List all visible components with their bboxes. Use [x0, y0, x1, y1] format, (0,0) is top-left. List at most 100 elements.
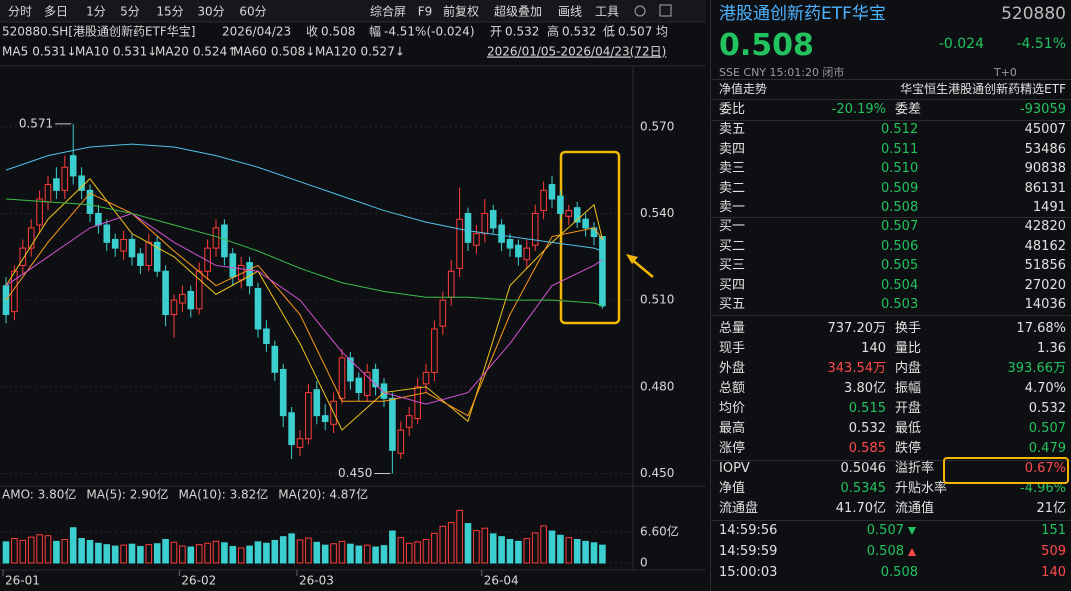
- info-value: -4.51%(-0.024): [384, 25, 475, 39]
- y-tick-label: 0.540: [640, 206, 674, 220]
- ratio-label: 委比: [719, 102, 746, 117]
- period-tab[interactable]: 5分: [120, 5, 140, 19]
- ma-line: [5, 143, 603, 252]
- candle-body: [61, 166, 69, 191]
- window-icon[interactable]: [659, 4, 672, 17]
- date: 2026/04/23: [222, 25, 291, 39]
- tool-button[interactable]: 前复权: [443, 4, 479, 19]
- tool-button[interactable]: 超级叠加: [494, 4, 542, 19]
- stat-value: 3.80亿: [844, 381, 886, 396]
- sep: [711, 99, 1071, 100]
- stat-value: 21亿: [1036, 501, 1066, 516]
- period-tab[interactable]: 60分: [239, 5, 266, 19]
- info-value: 0.508: [321, 25, 355, 39]
- tool-button[interactable]: 工具: [595, 5, 619, 19]
- quote-panel: 港股通创新药ETF华宝 520880 0.508 -0.024 -4.51% SSE CN…: [710, 0, 1071, 591]
- volume-bar: [540, 525, 547, 564]
- candle-body: [439, 299, 447, 327]
- x-tick-label: 26-01: [5, 574, 40, 588]
- book-volume: 1491: [1032, 200, 1066, 215]
- volume-bar: [422, 538, 430, 564]
- settings-icon[interactable]: [634, 5, 646, 17]
- stat-value: 17.68%: [1016, 321, 1066, 336]
- volume-bar: [254, 541, 262, 564]
- stat-value: 0.507: [1028, 421, 1066, 436]
- legend-value: 0.527↓: [360, 45, 404, 59]
- candle-body: [321, 415, 329, 422]
- tool-button[interactable]: 综合屏: [370, 4, 406, 19]
- volume-bar: [355, 545, 363, 564]
- diff-label: 委差: [895, 102, 922, 117]
- book-price: 0.503: [881, 297, 919, 312]
- period-tab[interactable]: 多日: [44, 5, 68, 19]
- fund-name: 华宝恒生港股通创新药精选ETF: [900, 82, 1066, 96]
- trade-volume: 140: [1041, 565, 1066, 580]
- book-price: 0.504: [881, 277, 919, 293]
- tool-button[interactable]: 画线: [558, 5, 582, 19]
- info-label: 幅: [369, 24, 381, 39]
- kline-chart: 分时 多日 1分 5分 15分 30分 60分 综合屏 F9 前复权 超级叠加 画线 工具 520880.…: [0, 3, 706, 588]
- candle-body: [397, 429, 405, 454]
- stat-label: 开盘: [895, 401, 922, 416]
- period-tab[interactable]: 15分: [156, 5, 183, 19]
- ratio-value: -20.19%: [831, 102, 886, 117]
- volume-header: MA(20): 4.87亿: [278, 487, 368, 502]
- volume-bar: [246, 545, 253, 564]
- candle-body: [246, 262, 253, 287]
- y-tick-label: 6.60亿: [640, 523, 679, 538]
- volume-bar: [321, 544, 329, 564]
- volume-bar: [456, 509, 463, 564]
- candle-body: [473, 233, 480, 246]
- ma-line: [5, 198, 603, 307]
- y-tick-label: 0.450: [640, 466, 674, 480]
- info-value: 0.532: [505, 25, 539, 39]
- volume-bar: [103, 544, 111, 564]
- period-tab[interactable]: 分时: [8, 5, 32, 19]
- title: 港股通创新药ETF华宝: [719, 4, 886, 24]
- volume-bar: [548, 530, 556, 564]
- period-tab[interactable]: 1分: [86, 5, 106, 19]
- stat-value: 0.585: [848, 441, 886, 456]
- volume-bar: [44, 535, 52, 564]
- date-range: 2026/01/05-2026/04/23(72日): [487, 45, 666, 59]
- tool-button[interactable]: F9: [418, 5, 433, 19]
- candle-body: [288, 412, 295, 446]
- book-volume: 86131: [1024, 180, 1066, 196]
- volume-bar: [187, 546, 195, 564]
- arrow-head: [626, 254, 638, 264]
- legend-value: 0.508↓: [271, 45, 315, 59]
- volume-bar: [61, 538, 69, 564]
- book-label: 卖三: [719, 161, 746, 176]
- stat-value: 0.532: [1028, 401, 1066, 416]
- candle-body: [573, 207, 581, 223]
- book-volume: 51856: [1024, 258, 1066, 273]
- book-label: 卖二: [719, 180, 746, 196]
- annotation-label: 0.571: [19, 116, 53, 130]
- volume-bar: [464, 523, 472, 564]
- book-label: 买二: [719, 238, 746, 254]
- stat-label: 最高: [719, 421, 746, 436]
- info-label: 高: [547, 24, 559, 39]
- period-tab[interactable]: 30分: [197, 5, 224, 19]
- book-label: 买四: [719, 277, 746, 293]
- candle-body: [120, 238, 127, 252]
- candle-body: [128, 238, 136, 258]
- book-label: 卖四: [719, 141, 746, 157]
- stat-label: 均价: [719, 401, 746, 416]
- stat-label: 现手: [719, 341, 746, 356]
- nav-link[interactable]: 净值走势: [719, 82, 768, 96]
- change-pct: -4.51%: [1016, 36, 1066, 52]
- annotation-label: 0.450: [338, 466, 372, 480]
- change: -0.024: [938, 36, 984, 52]
- stat-label: 跌停: [895, 441, 922, 456]
- volume-bar: [195, 544, 203, 564]
- volume-bar: [263, 542, 270, 564]
- t0: T+0: [994, 66, 1017, 79]
- y-tick-label: 0.510: [640, 293, 674, 307]
- candle-body: [523, 247, 531, 261]
- candle-body: [347, 357, 354, 382]
- volume-bar: [288, 533, 295, 564]
- candle-body: [582, 218, 589, 229]
- volume-bar: [145, 544, 153, 564]
- stat-value: 737.20万: [827, 321, 887, 336]
